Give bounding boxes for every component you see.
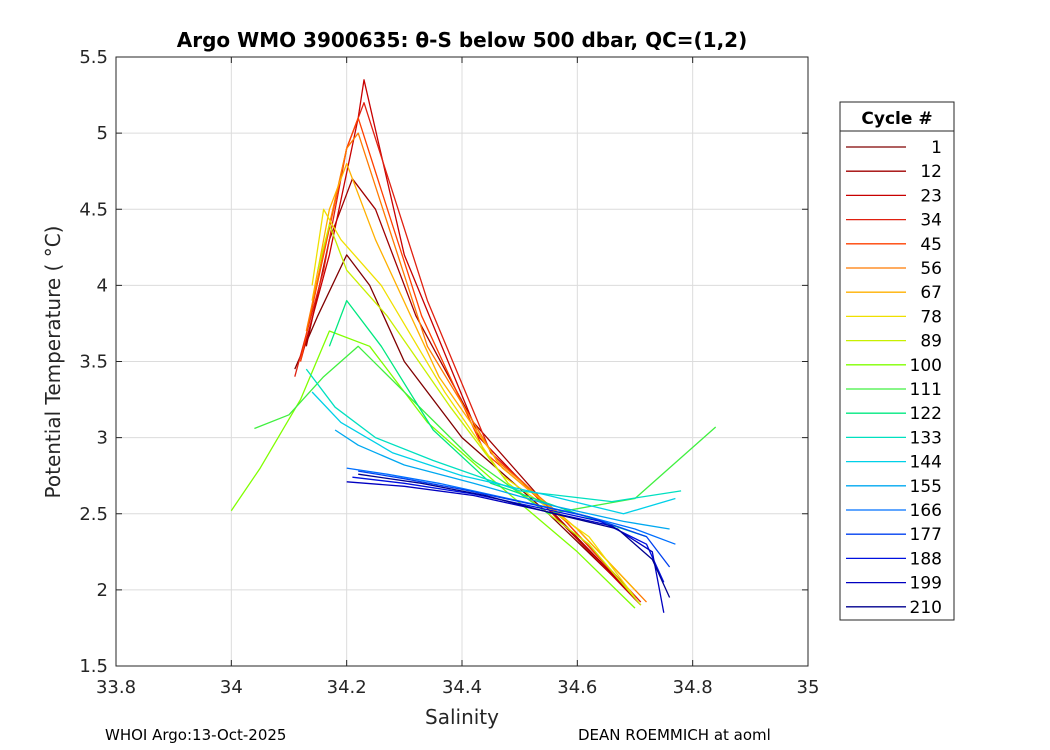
x-tick-label: 33.8 <box>96 677 136 698</box>
series-line-13 <box>305 368 682 503</box>
y-tick-label: 5.5 <box>79 47 108 68</box>
legend-entry-label: 111 <box>910 380 942 400</box>
series-line-8 <box>311 208 636 598</box>
legend-entry-label: 188 <box>910 549 942 569</box>
legend-entry-label: 1 <box>931 138 942 158</box>
legend-entry-label: 56 <box>920 259 942 279</box>
legend-entry-label: 122 <box>910 404 942 424</box>
legend-entries: 1 12 23 34 45 56 67 78 89 100 111 122 133 144 155 166 17… <box>846 138 942 618</box>
y-axis-ticks: 1.5 2 2.5 3 3.5 4 4.5 5 5.5 <box>79 47 808 677</box>
x-tick-label: 35 <box>797 677 820 698</box>
legend-entry-label: 144 <box>910 453 942 473</box>
series-line-12 <box>328 299 647 538</box>
series-line-7 <box>311 162 636 591</box>
legend-entry-label: 100 <box>910 356 942 376</box>
series-line-20 <box>358 473 671 598</box>
x-tick-label: 34.8 <box>673 677 713 698</box>
series-line-1 <box>294 254 636 598</box>
y-tick-label: 5 <box>97 123 108 144</box>
x-axis-label: Salinity <box>425 705 499 729</box>
series-line-17 <box>358 470 671 568</box>
x-tick-label: 34.4 <box>442 677 482 698</box>
y-tick-label: 3 <box>97 428 108 449</box>
y-tick-label: 3.5 <box>79 352 108 373</box>
y-tick-label: 4 <box>97 275 108 296</box>
y-tick-label: 2.5 <box>79 504 108 525</box>
grid-lines <box>115 56 809 667</box>
series-line-15 <box>334 429 670 530</box>
series-line-18 <box>352 476 665 583</box>
legend-entry-label: 67 <box>920 283 942 303</box>
legend: Cycle # 1 12 23 34 45 56 67 78 89 100 111 122 133 144… <box>839 101 955 621</box>
x-axis-ticks: 33.8 34 34.2 34.4 34.6 34.8 35 <box>96 57 819 698</box>
legend-entry-label: 23 <box>920 186 942 206</box>
legend-entry-label: 12 <box>920 162 942 182</box>
x-tick-label: 34.2 <box>327 677 367 698</box>
legend-entry-label: 177 <box>910 525 942 545</box>
series-line-6 <box>305 132 647 603</box>
y-tick-label: 1.5 <box>79 656 108 677</box>
series-line-14 <box>311 391 676 515</box>
legend-entry-label: 166 <box>910 501 942 521</box>
series-line-3 <box>299 79 642 606</box>
series-line-9 <box>317 223 642 606</box>
series-layer <box>230 79 717 613</box>
series-line-5 <box>299 117 636 598</box>
x-tick-label: 34 <box>220 677 243 698</box>
legend-entry-label: 155 <box>910 477 942 497</box>
footer-credit: DEAN ROEMMICH at aoml <box>578 726 771 744</box>
footer-source: WHOI Argo:13-Oct-2025 <box>105 726 287 744</box>
y-axis-label: Potential Temperature ( °C) <box>41 226 65 499</box>
series-line-10 <box>230 330 636 609</box>
legend-entry-label: 34 <box>920 211 942 231</box>
legend-entry-label: 89 <box>920 332 942 352</box>
legend-entry-label: 210 <box>910 598 942 618</box>
legend-title: Cycle # <box>861 109 932 129</box>
legend-entry-label: 199 <box>910 574 942 594</box>
series-line-11 <box>254 345 717 515</box>
legend-entry-label: 78 <box>920 307 942 327</box>
legend-entry-label: 45 <box>920 235 942 255</box>
chart-title: Argo WMO 3900635: θ-S below 500 dbar, QC… <box>177 28 747 52</box>
legend-entry-label: 133 <box>910 428 942 448</box>
y-tick-label: 2 <box>97 580 108 601</box>
y-tick-label: 4.5 <box>79 199 108 220</box>
x-tick-label: 34.6 <box>557 677 597 698</box>
